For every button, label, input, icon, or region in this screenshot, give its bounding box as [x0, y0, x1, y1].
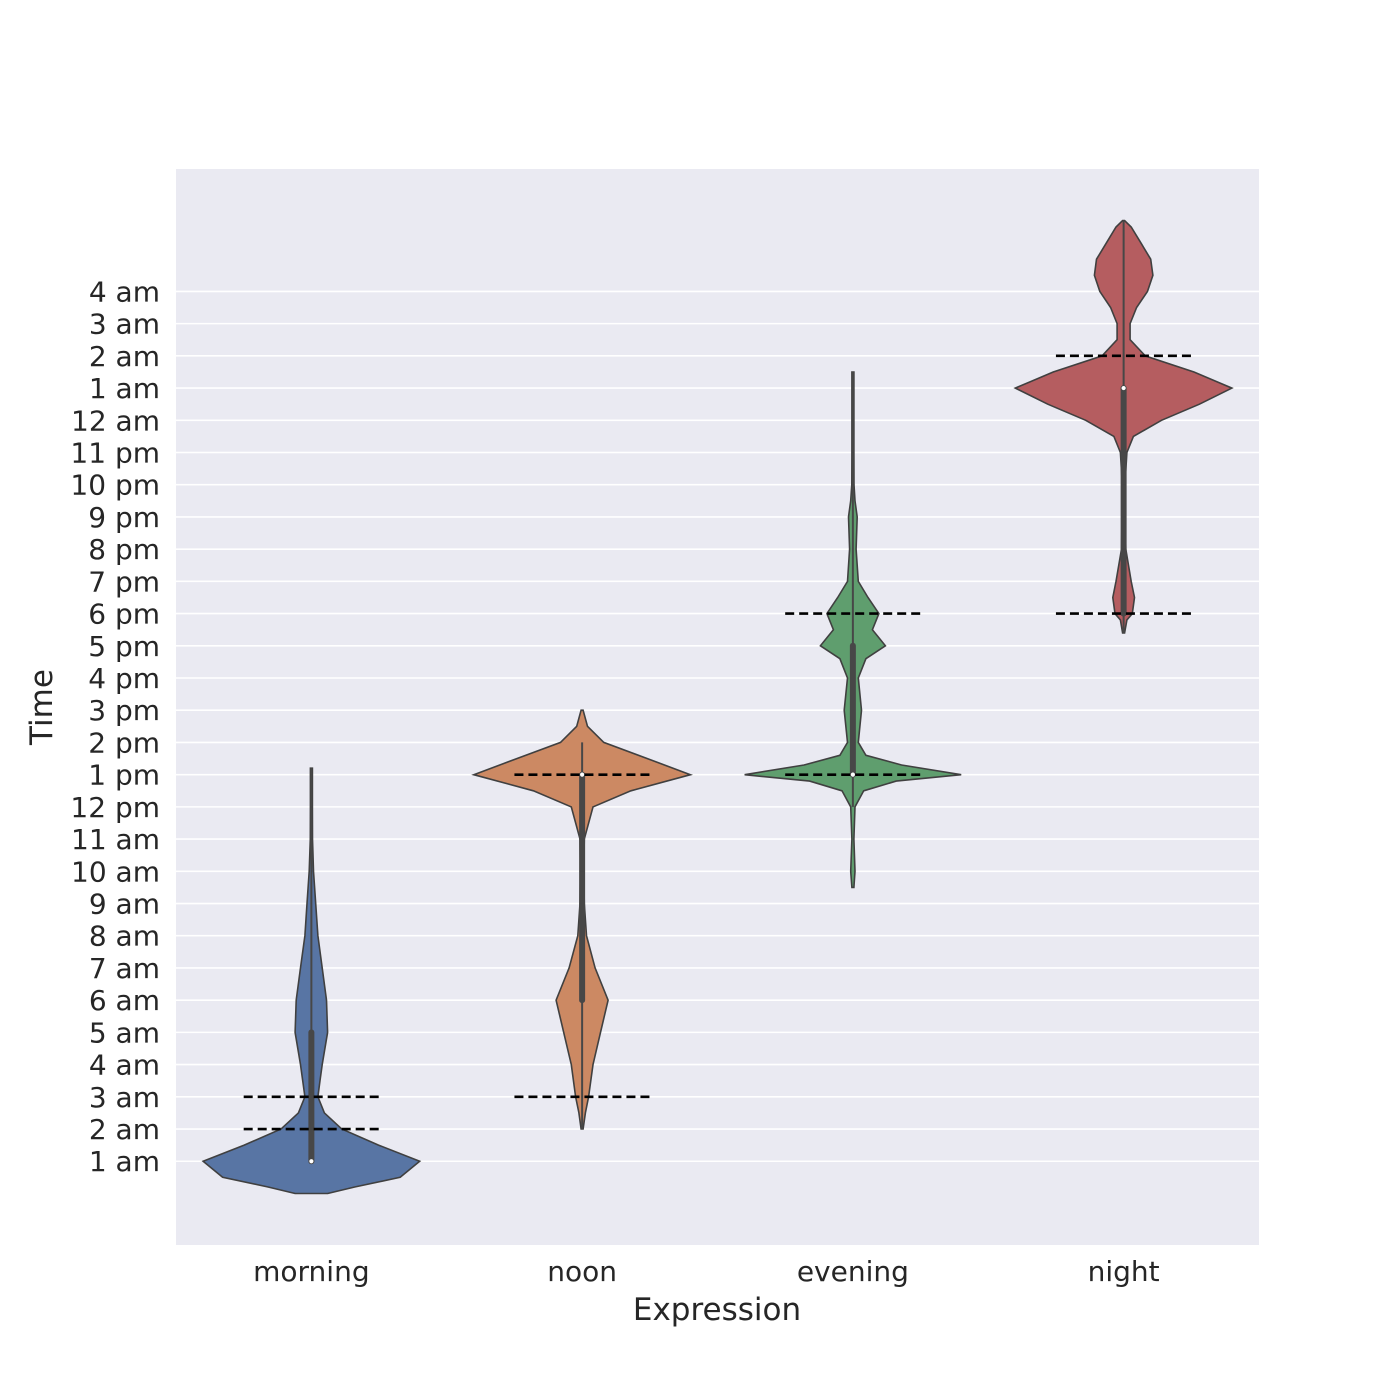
y-tick-label: 8 pm: [88, 533, 160, 566]
violin-median: [1120, 385, 1127, 391]
y-tick-label: 1 pm: [88, 759, 160, 792]
y-tick-label: 1 am: [89, 372, 160, 405]
y-tick-label: 9 pm: [88, 501, 160, 534]
violin-median: [579, 771, 586, 778]
y-axis-title: Time: [24, 669, 60, 746]
y-tick-label: 3 am: [89, 1081, 160, 1114]
y-tick-label: 4 am: [89, 1049, 160, 1082]
x-tick-label: morning: [253, 1255, 369, 1288]
violin-evening: [744, 371, 962, 889]
y-tick-label: 4 am: [89, 275, 160, 308]
x-tick-label: night: [1088, 1255, 1160, 1288]
y-tick-label: 12 pm: [70, 791, 160, 824]
y-tick-label: 2 am: [89, 340, 160, 373]
y-tick-label: 2 am: [89, 1113, 160, 1146]
y-tick-label: 9 am: [89, 888, 160, 921]
x-tick-labels: morning noon evening night: [253, 1255, 1160, 1288]
y-tick-label: 7 am: [89, 952, 160, 985]
y-tick-label: 10 pm: [70, 469, 160, 502]
y-tick-label: 12 am: [71, 404, 160, 437]
y-tick-label: 3 pm: [88, 694, 160, 727]
x-tick-label: noon: [547, 1255, 617, 1288]
y-tick-label: 3 am: [89, 308, 160, 341]
y-tick-label: 11 am: [71, 823, 160, 856]
plot-area: [176, 169, 1259, 1245]
y-tick-label: 5 am: [89, 1016, 160, 1049]
y-tick-label: 2 pm: [88, 726, 160, 759]
violins: [201, 219, 1234, 1195]
y-tick-label: 6 am: [89, 984, 160, 1017]
y-tick-label: 8 am: [89, 920, 160, 953]
violin-morning: [201, 767, 422, 1195]
y-tick-label: 6 pm: [88, 598, 160, 631]
y-tick-label: 11 pm: [70, 436, 160, 469]
y-tick-label: 5 pm: [88, 630, 160, 663]
y-tick-label: 7 pm: [88, 565, 160, 598]
x-axis-title: Expression: [633, 1292, 801, 1328]
violin-night: [1013, 219, 1234, 634]
violin-noon: [471, 709, 694, 1130]
y-tick-label: 1 am: [89, 1145, 160, 1178]
y-tick-label: 10 am: [71, 855, 160, 888]
grid-lines: [176, 290, 1259, 1163]
x-tick-label: evening: [797, 1255, 909, 1288]
violin-median: [849, 771, 856, 778]
y-tick-label: 4 pm: [88, 662, 160, 695]
violin-median: [308, 1158, 315, 1165]
